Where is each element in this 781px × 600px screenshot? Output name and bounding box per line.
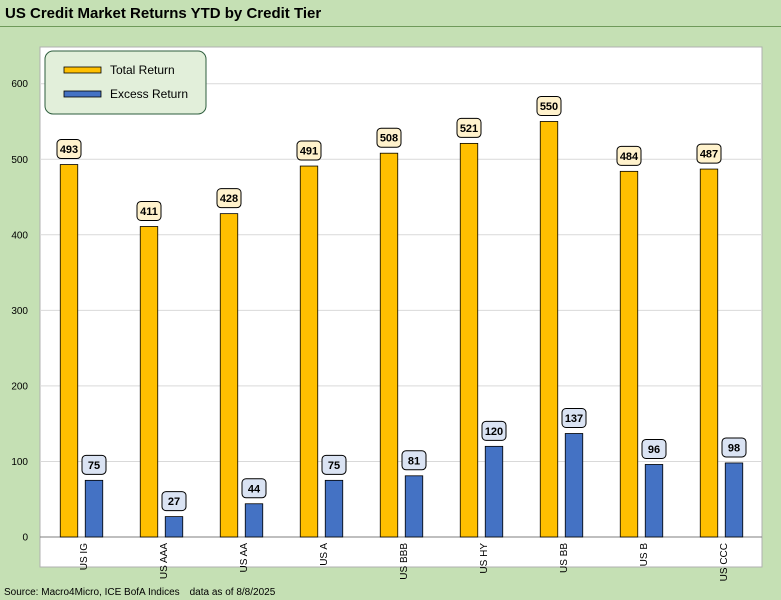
bar-excess-return	[324, 479, 344, 538]
legend: Total Return Excess Return	[44, 50, 207, 115]
data-label-box	[481, 420, 507, 441]
data-label-box	[321, 454, 347, 475]
bar-excess-return	[404, 475, 424, 538]
bar-total-return	[459, 142, 479, 538]
data-label-box	[696, 143, 722, 164]
data-label: 96	[648, 444, 660, 456]
source-note: Source: Macro4Micro, ICE BofA Indices dat…	[4, 587, 275, 598]
data-label-box	[536, 95, 562, 116]
chart-title: US Credit Market Returns YTD by Credit T…	[5, 5, 322, 22]
y-tick-label: 400	[11, 230, 28, 241]
data-label-box	[616, 145, 642, 166]
bar-total-return	[619, 170, 639, 538]
data-label-box	[136, 200, 162, 221]
y-tick-label: 200	[11, 381, 28, 392]
x-tick-label: US IG	[79, 543, 90, 570]
bar-excess-return	[564, 433, 584, 538]
data-label-box	[161, 491, 187, 512]
asof-text: data as of 8/8/2025	[189, 587, 276, 598]
data-label: 428	[220, 193, 238, 205]
bar-excess-return	[84, 479, 104, 538]
x-tick-label: US HY	[479, 543, 490, 574]
data-label-box	[456, 117, 482, 138]
legend-swatch-excess-return	[63, 90, 102, 98]
title-bar: US Credit Market Returns YTD by Credit T…	[0, 0, 781, 27]
data-label: 137	[565, 413, 583, 425]
x-tick-label: US CCC	[719, 543, 730, 581]
chart: 0 100 200 300 400 500 600 493 75 411 27 428 44 491 75…	[11, 46, 763, 581]
bar-total-return	[379, 152, 399, 538]
data-label-box	[376, 127, 402, 148]
data-label: 81	[408, 455, 420, 467]
bar-total-return	[299, 165, 319, 538]
data-label: 75	[88, 460, 100, 472]
bar-total-return	[59, 164, 79, 538]
data-label-box	[401, 450, 427, 471]
bar-total-return	[139, 226, 159, 538]
legend-label-total-return: Total Return	[110, 63, 175, 77]
legend-label-excess-return: Excess Return	[110, 87, 188, 101]
data-label: 487	[700, 149, 718, 161]
data-label: 411	[140, 206, 158, 218]
y-tick-label: 500	[11, 155, 28, 166]
bar-excess-return	[164, 516, 184, 538]
bar-total-return	[699, 168, 719, 538]
data-label-box	[721, 437, 747, 458]
data-label-box	[241, 478, 267, 499]
data-label-box	[561, 407, 587, 428]
bar-excess-return	[724, 462, 744, 538]
bar-excess-return	[244, 503, 264, 538]
x-tick-label: US B	[639, 543, 650, 567]
x-tick-label: US BBB	[399, 543, 410, 580]
bar-excess-return	[644, 464, 664, 538]
data-label: 75	[328, 460, 340, 472]
data-label: 120	[485, 426, 503, 438]
data-label: 550	[540, 101, 558, 113]
data-label-box	[81, 454, 107, 475]
y-tick-label: 100	[11, 457, 28, 468]
data-label-box	[56, 139, 82, 160]
bar-total-return	[539, 121, 559, 538]
legend-swatch-total-return	[63, 66, 102, 74]
legend-box	[44, 50, 207, 115]
data-label: 491	[300, 146, 318, 158]
bar-excess-return	[484, 445, 504, 538]
x-tick-label: US AA	[239, 543, 250, 573]
data-label-box	[641, 438, 667, 459]
data-label-box	[296, 140, 322, 161]
data-label: 508	[380, 133, 398, 145]
bar-total-return	[219, 213, 239, 538]
data-label-box	[216, 188, 242, 209]
data-label: 493	[60, 144, 78, 156]
data-label: 521	[460, 123, 478, 135]
x-tick-label: US A	[319, 543, 330, 566]
y-tick-label: 300	[11, 306, 28, 317]
y-tick-label: 0	[22, 533, 28, 544]
y-tick-label: 600	[11, 79, 28, 90]
source-text: Source: Macro4Micro, ICE BofA Indices	[4, 587, 180, 598]
x-tick-label: US BB	[559, 543, 570, 573]
data-label: 27	[168, 496, 180, 508]
x-tick-label: US AAA	[159, 543, 170, 579]
data-label: 44	[248, 483, 261, 495]
data-label: 98	[728, 442, 740, 454]
data-label: 484	[620, 151, 639, 163]
